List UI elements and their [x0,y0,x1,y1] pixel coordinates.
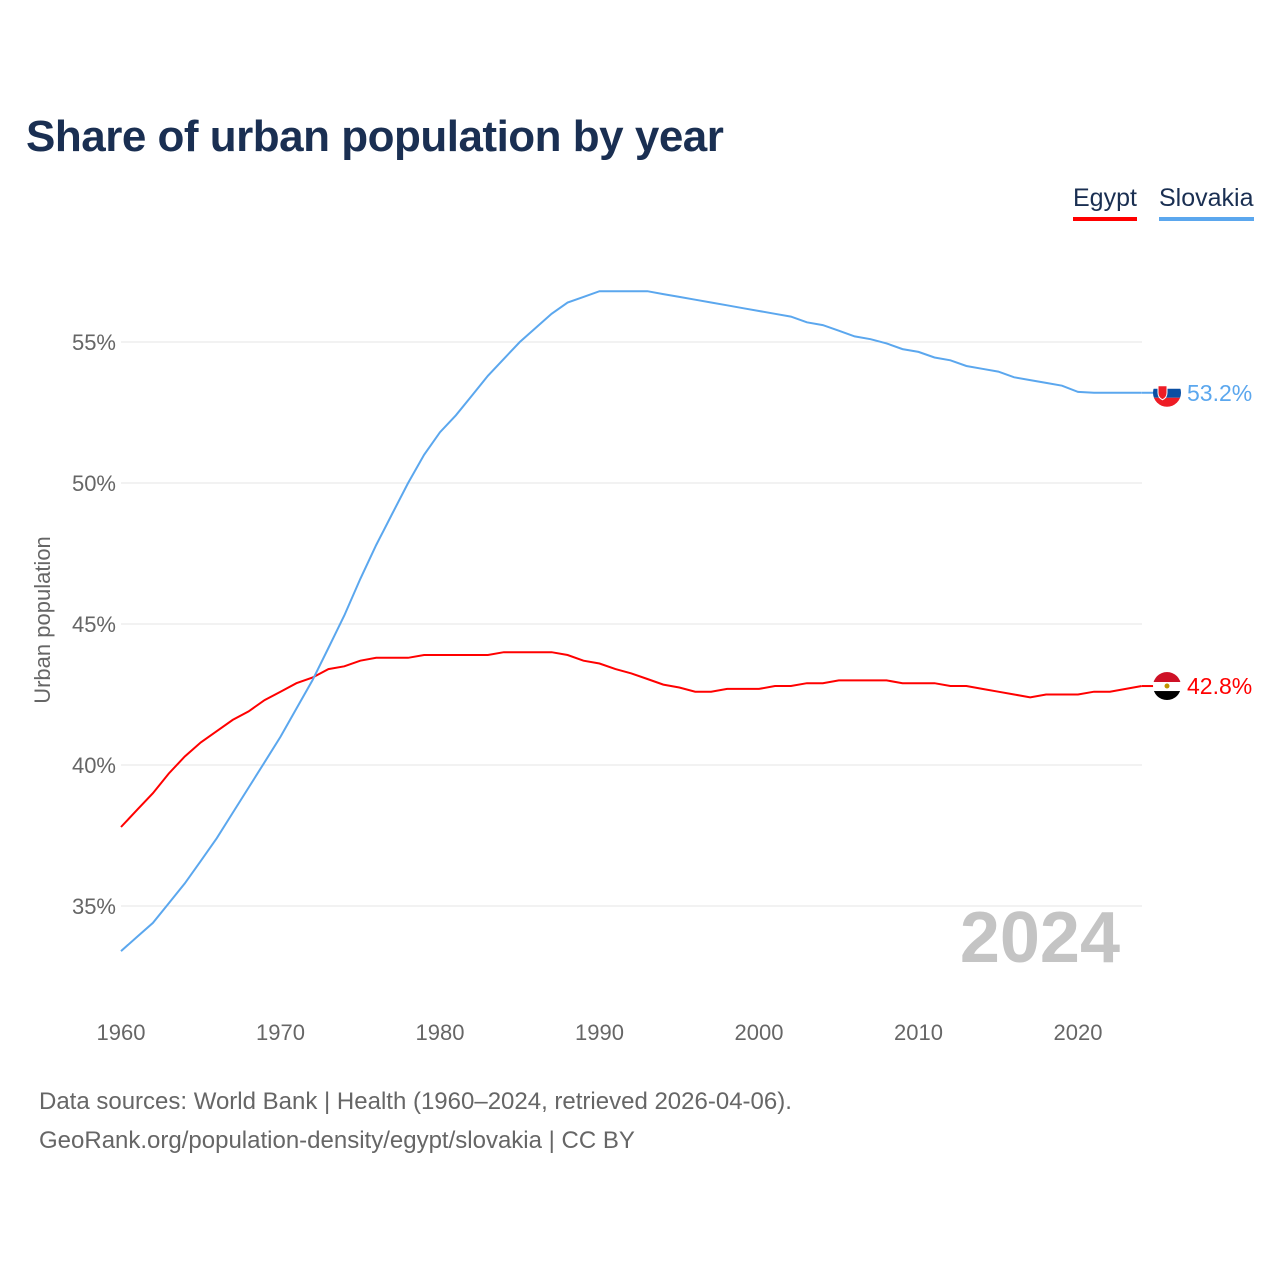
egypt-flag-icon [1153,672,1181,701]
x-tick-label: 1980 [416,1020,465,1045]
series-line-slovakia [120,290,1142,952]
footer-link[interactable]: GeoRank.org/population-density/egypt/slo… [39,1127,635,1154]
chart-title: Share of urban population by year [26,112,724,161]
y-tick-label: 45% [72,612,116,637]
y-tick-label: 55% [72,330,116,355]
x-tick-label: 1960 [97,1020,146,1045]
y-tick-label: 50% [72,471,116,496]
legend-slovakia[interactable]: Slovakia [1159,184,1254,221]
x-tick-label: 2010 [894,1020,943,1045]
y-tick-label: 35% [72,894,116,919]
legend-egypt[interactable]: Egypt [1073,184,1137,221]
series-line-egypt [120,651,1142,828]
y-tick-label: 40% [72,753,116,778]
footer-sources: Data sources: World Bank | Health (1960–… [39,1088,792,1115]
x-tick-label: 2020 [1054,1020,1103,1045]
x-tick-label: 1970 [256,1020,305,1045]
x-tick-label: 1990 [575,1020,624,1045]
year-watermark: 2024 [960,898,1120,978]
slovakia-flag-icon [1153,378,1181,407]
end-value-label: 42.8% [1187,673,1252,699]
x-tick-label: 2000 [735,1020,784,1045]
y-axis-label: Urban population [30,536,55,704]
end-value-label: 53.2% [1187,380,1252,406]
